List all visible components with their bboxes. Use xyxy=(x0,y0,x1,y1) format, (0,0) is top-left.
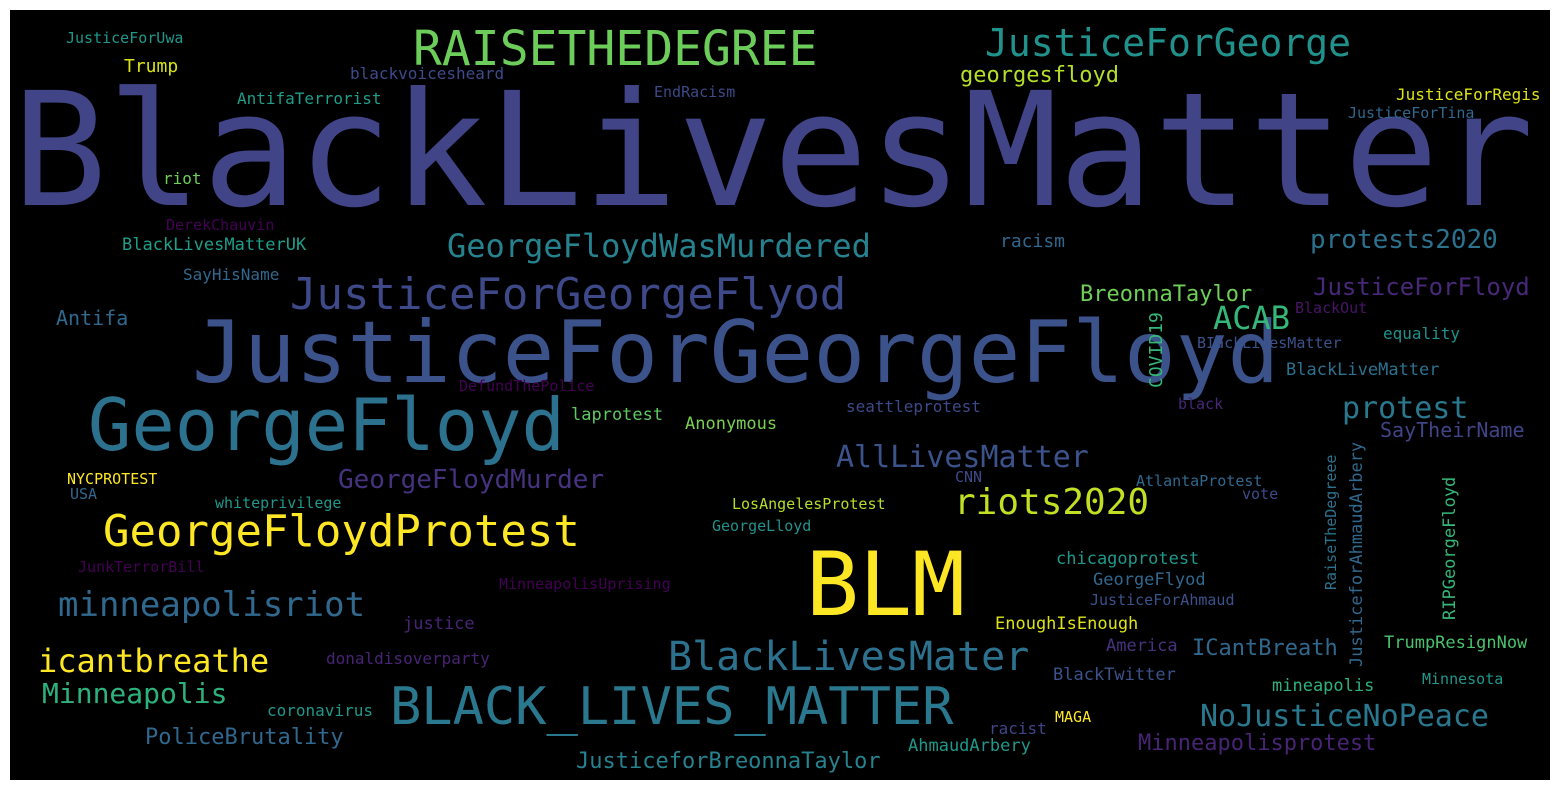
cloud-word: USA xyxy=(70,485,98,503)
cloud-word: JusticeforBreonnaTaylor xyxy=(576,749,881,774)
cloud-word: justice xyxy=(403,614,475,634)
cloud-word: JusticeForAhmaud xyxy=(1090,591,1235,609)
cloud-word: JusticeForFloyd xyxy=(1313,273,1530,301)
cloud-word: DefundThePolice xyxy=(459,377,595,395)
cloud-word: Minneapolis xyxy=(42,677,228,710)
cloud-word: Antifa xyxy=(56,306,129,330)
cloud-word: riots2020 xyxy=(954,482,1150,523)
cloud-word: AtlantaProtest xyxy=(1136,472,1263,490)
cloud-word: BlackTwitter xyxy=(1053,665,1176,685)
cloud-word: GeorgeFloydProtest xyxy=(103,506,580,557)
cloud-word: AllLivesMatter xyxy=(836,440,1089,475)
cloud-word: EnoughIsEnough xyxy=(995,614,1139,634)
cloud-word: GeorgeFloydWasMurdered xyxy=(447,227,871,265)
cloud-word: PoliceBrutality xyxy=(145,725,344,750)
cloud-word: SayTheirName xyxy=(1380,418,1525,442)
cloud-word: GeorgeFloyd xyxy=(88,383,565,467)
cloud-word: JusticeForRegis xyxy=(1396,85,1541,104)
cloud-word: chicagoprotest xyxy=(1056,549,1200,569)
cloud-word: CNN xyxy=(955,468,983,486)
cloud-word: GeorgeFlyod xyxy=(1093,570,1206,590)
cloud-word: JusticeforAhmaudArbery xyxy=(1347,441,1367,667)
cloud-word: RAISETHEDEGREE xyxy=(413,21,818,77)
cloud-word: black xyxy=(1178,395,1224,413)
cloud-word: JusticeForUwa xyxy=(66,29,184,47)
cloud-word: BlackLiveMatter xyxy=(1286,360,1440,380)
cloud-word: GeorgeLloyd xyxy=(712,517,812,535)
cloud-word: JusticeForGeorge xyxy=(985,21,1352,65)
cloud-word: Minnesota xyxy=(1422,670,1504,688)
cloud-word: BLM xyxy=(806,533,965,636)
cloud-word: georgesfloyd xyxy=(960,63,1119,88)
cloud-word: laprotest xyxy=(571,405,664,425)
cloud-word: whiteprivilege xyxy=(215,494,342,512)
cloud-word: GeorgeFloydMurder xyxy=(338,465,605,495)
cloud-word: AhmaudArbery xyxy=(908,736,1031,756)
cloud-word: SayHisName xyxy=(183,265,280,284)
cloud-word: BlackOut xyxy=(1295,299,1368,317)
cloud-word: BIackLivesMatter xyxy=(1197,334,1342,352)
cloud-word: ACAB xyxy=(1213,299,1291,337)
cloud-word: MinneapolisUprising xyxy=(499,575,671,593)
cloud-word: RIPGeorgeFloyd xyxy=(1440,476,1460,620)
cloud-word: racism xyxy=(1000,231,1066,252)
cloud-word: BlackLivesMatter xyxy=(12,59,1534,243)
cloud-word: seattleprotest xyxy=(846,397,981,416)
cloud-word: coronavirus xyxy=(267,701,373,720)
cloud-word: America xyxy=(1106,636,1178,656)
cloud-word: equality xyxy=(1383,324,1461,343)
cloud-word: MAGA xyxy=(1055,708,1092,726)
cloud-word: icantbreathe xyxy=(38,642,270,680)
cloud-word: racist xyxy=(989,719,1047,738)
cloud-word: RaiseTheDegreee xyxy=(1322,454,1340,590)
cloud-word: AntifaTerrorist xyxy=(237,89,382,108)
cloud-word: BLACK_LIVES_MATTER xyxy=(390,677,954,737)
cloud-word: Anonymous xyxy=(685,414,778,434)
cloud-word: NoJusticeNoPeace xyxy=(1200,699,1489,734)
cloud-word: riot xyxy=(163,169,202,188)
cloud-word: protest xyxy=(1342,391,1469,426)
cloud-word: BlackLivesMatterUK xyxy=(122,235,307,255)
cloud-word: JusticeForGeorgeFlyod xyxy=(290,269,847,320)
cloud-word: minneapolisriot xyxy=(58,585,366,625)
cloud-word: LosAngelesProtest xyxy=(732,495,886,513)
cloud-word: JunkTerrorBill xyxy=(78,558,205,576)
cloud-word: TrumpResignNow xyxy=(1384,633,1528,653)
cloud-word: JusticeForTina xyxy=(1348,104,1475,122)
cloud-word: NYCPROTEST xyxy=(67,470,158,488)
word-cloud: BlackLivesMatter JusticeForGeorgeFloyd Geo… xyxy=(10,10,1550,780)
cloud-word: EndRacism xyxy=(654,83,736,101)
cloud-word: ICantBreath xyxy=(1192,636,1338,661)
cloud-word: BreonnaTaylor xyxy=(1080,282,1253,307)
cloud-word: donaldisoverparty xyxy=(326,649,490,668)
cloud-word: COVID19 xyxy=(1146,312,1167,388)
cloud-word: DerekChauvin xyxy=(166,216,275,234)
cloud-word: blackvoicesheard xyxy=(350,64,505,83)
cloud-word: protests2020 xyxy=(1310,225,1498,255)
cloud-word: vote xyxy=(1242,485,1279,503)
cloud-word: mineapolis xyxy=(1272,676,1375,696)
cloud-word: JusticeForGeorgeFloyd xyxy=(192,303,1280,403)
cloud-word: Minneapolisprotest xyxy=(1138,731,1377,756)
cloud-word: BlackLivesMater xyxy=(668,634,1030,680)
cloud-word: Trump xyxy=(124,56,179,77)
